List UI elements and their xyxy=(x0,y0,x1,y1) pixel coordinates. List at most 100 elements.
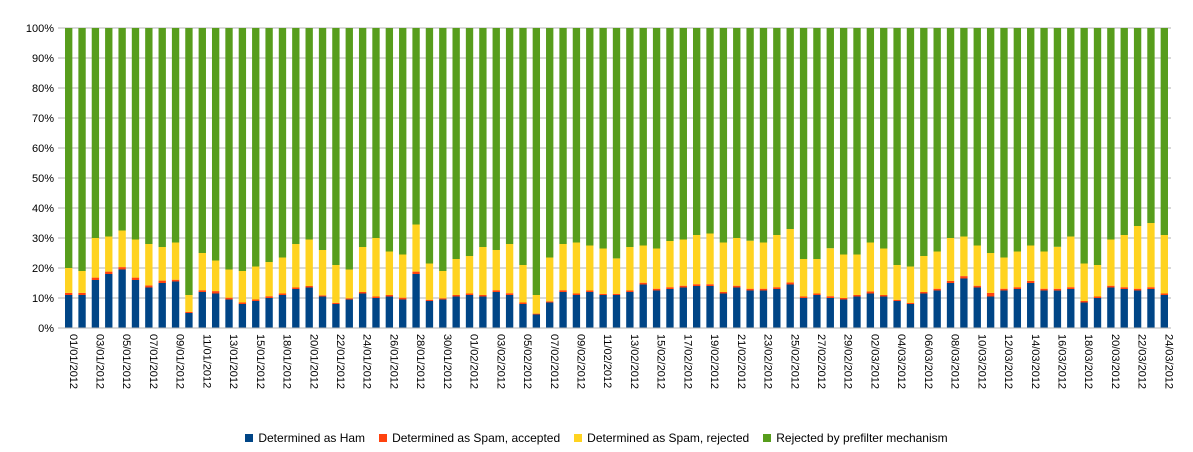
bar-segment-series-3 xyxy=(439,28,447,271)
bar-segment-series-0 xyxy=(292,289,300,328)
bar-segment-series-3 xyxy=(893,28,901,265)
bar-segment-series-0 xyxy=(1013,289,1022,328)
bar-segment-series-0 xyxy=(813,295,821,328)
bar-segment-series-3 xyxy=(332,28,340,265)
bar-segment-series-3 xyxy=(372,28,380,238)
bar-segment-series-2 xyxy=(759,242,768,289)
bar-segment-series-2 xyxy=(399,254,407,298)
bar-segment-series-3 xyxy=(706,28,714,234)
x-tick-label: 11/01/2012 xyxy=(200,334,212,388)
bar-segment-series-0 xyxy=(225,299,233,328)
bar-segment-series-1 xyxy=(505,293,514,295)
x-tick-label: 05/02/2012 xyxy=(521,334,533,389)
bar-segment-series-3 xyxy=(1107,28,1115,240)
bar-segment-series-2 xyxy=(599,248,607,294)
bar-segment-series-0 xyxy=(505,295,514,328)
x-tick-label: 21/02/2012 xyxy=(735,334,747,389)
x-tick-label: 11/02/2012 xyxy=(601,334,613,388)
bar-segment-series-2 xyxy=(1133,226,1142,289)
bar-segment-series-0 xyxy=(385,296,394,328)
bar-segment-series-1 xyxy=(773,287,781,289)
bar-segment-series-3 xyxy=(252,28,260,267)
bar-segment-series-2 xyxy=(465,256,474,294)
bar-segment-series-2 xyxy=(519,265,527,303)
bar-segment-series-1 xyxy=(118,267,126,270)
bar-segment-series-0 xyxy=(799,298,808,328)
bar-segment-series-3 xyxy=(211,28,220,261)
x-tick-label: 12/03/2012 xyxy=(1002,334,1014,389)
bar-segment-series-3 xyxy=(599,28,607,249)
y-tick-label: 70% xyxy=(32,113,54,125)
bar-segment-series-0 xyxy=(305,287,313,328)
bar-segment-series-0 xyxy=(1040,290,1048,328)
bar-segment-series-2 xyxy=(666,241,674,288)
x-tick-label: 19/02/2012 xyxy=(708,334,720,389)
bar-segment-series-0 xyxy=(78,295,86,328)
legend-item: Rejected by prefilter mechanism xyxy=(763,431,948,445)
bar-segment-series-0 xyxy=(118,269,126,328)
x-tick-label: 17/02/2012 xyxy=(681,334,693,389)
bar-segment-series-1 xyxy=(198,290,206,292)
x-tick-label: 29/02/2012 xyxy=(842,334,854,389)
bar-segment-series-2 xyxy=(131,239,140,278)
bar-segment-series-2 xyxy=(145,244,153,286)
bar-segment-series-1 xyxy=(626,290,634,292)
bar-segment-series-1 xyxy=(986,292,995,297)
bar-segment-series-1 xyxy=(318,295,327,297)
bar-segment-series-2 xyxy=(1147,223,1155,288)
bar-segment-series-1 xyxy=(1107,285,1115,288)
bar-segment-series-1 xyxy=(1093,296,1102,298)
bar-segment-series-2 xyxy=(492,250,500,291)
bar-segment-series-3 xyxy=(278,28,287,258)
bar-segment-series-0 xyxy=(171,281,180,328)
bar-segment-series-2 xyxy=(65,268,73,293)
bar-segment-series-3 xyxy=(198,28,206,253)
bar-segment-series-1 xyxy=(1040,288,1048,291)
bar-segment-series-2 xyxy=(973,245,981,286)
bar-segment-series-2 xyxy=(906,266,915,303)
bar-segment-series-1 xyxy=(158,280,166,283)
x-tick-label: 14/03/2012 xyxy=(1029,334,1041,389)
bar-segment-series-0 xyxy=(599,295,607,328)
x-tick-label: 27/02/2012 xyxy=(815,334,827,389)
bar-segment-series-2 xyxy=(746,240,754,289)
bar-segment-series-0 xyxy=(198,292,206,328)
y-axis-tick-labels: 0% 10% 20% 30% 40% 50% 60% 70% 80% 90% 100% xyxy=(26,23,54,335)
bar-segment-series-1 xyxy=(893,299,901,301)
bar-segment-series-2 xyxy=(505,244,514,294)
bar-segment-series-2 xyxy=(706,233,714,285)
bar-segment-series-2 xyxy=(960,236,968,277)
bar-segment-series-0 xyxy=(973,287,981,328)
bar-segment-series-0 xyxy=(1093,298,1102,328)
bar-segment-series-3 xyxy=(639,28,647,246)
bar-segment-series-0 xyxy=(1160,295,1168,328)
x-tick-label: 04/03/2012 xyxy=(895,334,907,389)
bar-segment-series-3 xyxy=(91,28,100,238)
bar-segment-series-0 xyxy=(479,296,487,328)
bar-segment-series-0 xyxy=(1027,283,1035,328)
bar-segment-series-0 xyxy=(626,292,634,328)
x-tick-label: 03/02/2012 xyxy=(494,334,506,389)
bar-segment-series-2 xyxy=(853,254,861,295)
bar-segment-series-1 xyxy=(292,287,300,289)
bar-segment-series-3 xyxy=(479,28,487,247)
bar-segment-series-2 xyxy=(318,250,327,296)
bar-segment-series-3 xyxy=(572,28,581,243)
x-tick-label: 05/01/2012 xyxy=(120,334,132,389)
bar-segment-series-2 xyxy=(425,263,434,300)
bar-segment-series-3 xyxy=(1080,28,1088,264)
stacked-percent-bar-chart: 0% 10% 20% 30% 40% 50% 60% 70% 80% 90% 100% 01/01/… xyxy=(26,23,1175,389)
bar-segment-series-2 xyxy=(839,254,848,298)
bar-segment-series-1 xyxy=(920,292,928,294)
bar-segment-series-3 xyxy=(519,28,527,265)
bar-segment-series-2 xyxy=(1013,251,1022,288)
bar-segment-series-2 xyxy=(586,245,594,291)
bar-segment-series-3 xyxy=(385,28,394,252)
bar-segment-series-2 xyxy=(211,260,220,292)
y-tick-label: 10% xyxy=(32,293,54,305)
bar-segment-series-0 xyxy=(786,284,794,328)
bar-segment-series-1 xyxy=(786,282,794,285)
bar-segment-series-1 xyxy=(599,293,607,295)
bar-segment-series-1 xyxy=(412,271,420,274)
bar-segment-series-2 xyxy=(826,248,834,297)
